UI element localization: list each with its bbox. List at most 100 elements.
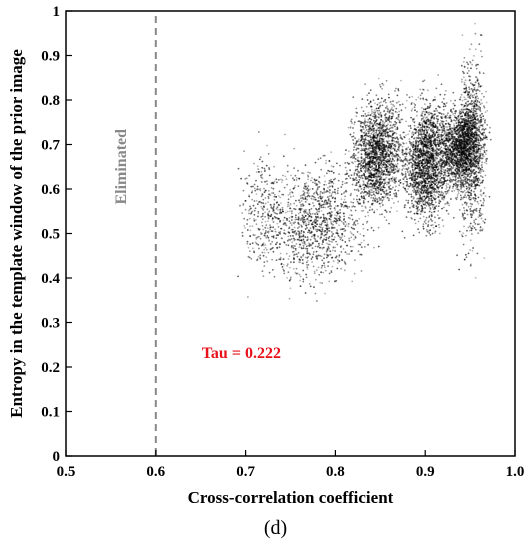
scatter-point — [391, 126, 393, 129]
scatter-point — [425, 146, 427, 149]
scatter-point — [320, 255, 323, 258]
scatter-point — [300, 230, 303, 232]
scatter-point — [332, 260, 335, 263]
scatter-point — [324, 221, 327, 224]
scatter-point — [386, 162, 389, 165]
scatter-point — [408, 138, 411, 141]
scatter-point — [400, 159, 402, 161]
scatter-point — [314, 182, 316, 185]
scatter-point — [265, 236, 268, 239]
scatter-point — [465, 185, 468, 188]
scatter-point — [322, 213, 325, 216]
scatter-point — [435, 153, 437, 156]
scatter-point — [320, 233, 323, 235]
scatter-point — [300, 205, 302, 208]
scatter-point — [312, 181, 314, 184]
scatter-point — [326, 201, 328, 204]
scatter-point — [318, 223, 321, 226]
scatter-point — [409, 125, 412, 127]
scatter-point — [303, 212, 306, 215]
scatter-point — [296, 238, 299, 241]
scatter-point — [428, 151, 431, 154]
scatter-point — [298, 258, 301, 261]
scatter-point — [295, 243, 298, 245]
scatter-point — [420, 119, 423, 122]
scatter-point — [378, 126, 380, 129]
scatter-point — [317, 235, 319, 237]
scatter-point — [376, 135, 379, 137]
scatter-point — [369, 206, 371, 209]
scatter-point — [432, 123, 434, 126]
scatter-point — [431, 186, 434, 189]
scatter-point — [360, 130, 363, 132]
scatter-point — [433, 182, 436, 185]
scatter-point — [362, 158, 365, 161]
scatter-point — [436, 214, 439, 217]
scatter-point — [332, 233, 334, 235]
scatter-point — [316, 188, 319, 191]
scatter-point — [357, 151, 360, 154]
scatter-point — [354, 137, 356, 140]
scatter-point — [312, 226, 315, 229]
scatter-point — [324, 199, 327, 201]
scatter-point — [285, 252, 288, 255]
scatter-point — [373, 185, 376, 188]
scatter-point — [314, 228, 317, 231]
scatter-point — [302, 215, 305, 218]
scatter-point — [392, 153, 394, 156]
scatter-point — [318, 244, 320, 247]
scatter-point — [387, 119, 390, 121]
scatter-point — [331, 197, 334, 199]
scatter-point — [386, 107, 389, 110]
scatter-point — [419, 97, 422, 100]
scatter-point — [430, 165, 433, 168]
scatter-point — [264, 220, 267, 223]
scatter-point — [380, 173, 382, 176]
scatter-point — [320, 222, 323, 225]
scatter-point — [309, 253, 311, 256]
scatter-point — [391, 171, 393, 173]
scatter-point — [290, 246, 293, 249]
scatter-point — [435, 162, 438, 165]
scatter-point — [362, 234, 365, 237]
scatter-point — [429, 147, 432, 150]
scatter-point — [424, 113, 426, 116]
scatter-point — [404, 163, 407, 166]
scatter-point — [361, 197, 363, 199]
scatter-point — [341, 239, 344, 242]
scatter-point — [367, 214, 370, 217]
scatter-point — [412, 150, 415, 153]
scatter-point — [422, 199, 424, 202]
scatter-point — [376, 200, 379, 203]
scatter-point — [306, 188, 309, 191]
scatter-point — [432, 98, 435, 101]
scatter-point — [403, 236, 406, 239]
scatter-point — [369, 188, 372, 191]
scatter-point — [407, 171, 409, 173]
scatter-point — [295, 267, 298, 270]
scatter-point — [383, 150, 386, 152]
scatter-point — [419, 133, 422, 136]
scatter-point — [392, 168, 395, 171]
scatter-point — [328, 205, 330, 208]
scatter-point — [338, 254, 341, 257]
scatter-point — [430, 119, 433, 122]
scatter-point — [443, 196, 446, 199]
scatter-point — [315, 254, 318, 257]
scatter-point — [382, 138, 384, 141]
scatter-point — [427, 113, 430, 116]
scatter-point — [417, 145, 420, 148]
scatter-point — [412, 144, 415, 147]
scatter-point — [309, 172, 311, 174]
scatter-point — [408, 130, 411, 133]
scatter-point — [442, 105, 445, 108]
scatter-point — [391, 130, 394, 133]
scatter-point — [385, 155, 387, 158]
scatter-point — [304, 210, 307, 213]
scatter-point — [414, 166, 417, 169]
scatter-point — [347, 225, 350, 228]
scatter-point — [427, 182, 429, 185]
scatter-point — [376, 179, 379, 181]
scatter-point — [403, 204, 406, 207]
scatter-point — [336, 212, 339, 215]
